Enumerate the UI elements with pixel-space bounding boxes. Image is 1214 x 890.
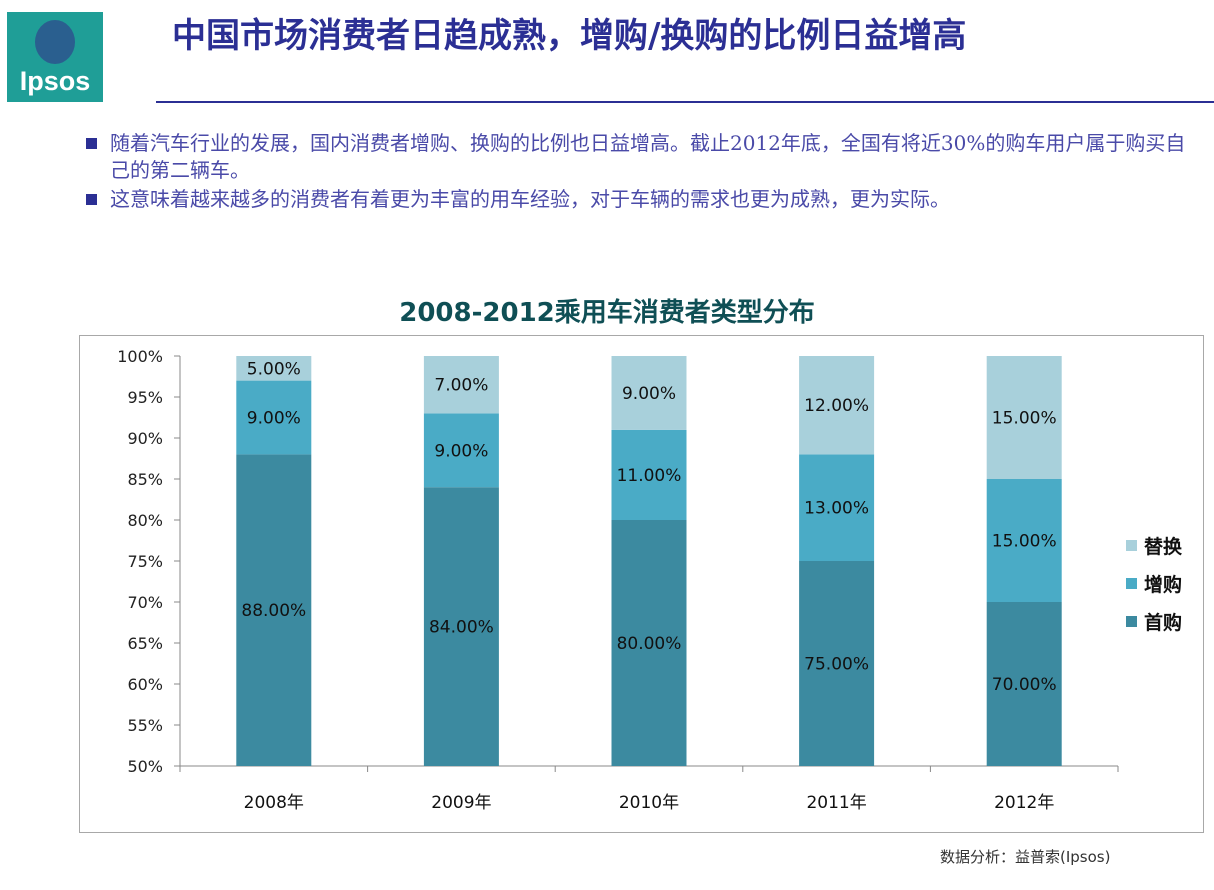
data-label: 75.00% bbox=[804, 655, 869, 675]
bar-segment bbox=[236, 356, 312, 381]
bullet-square-icon bbox=[86, 194, 97, 205]
x-tick-label: 2012年 bbox=[994, 793, 1054, 813]
legend-swatch bbox=[1126, 616, 1137, 627]
y-tick-label: 95% bbox=[127, 388, 163, 407]
bar-segment bbox=[423, 487, 499, 766]
y-tick-label: 70% bbox=[127, 593, 163, 612]
legend-label: 首购 bbox=[1144, 611, 1182, 634]
logo-text: Ipsos bbox=[19, 66, 91, 96]
data-label: 11.00% bbox=[617, 466, 682, 486]
x-tick-label: 2008年 bbox=[244, 793, 304, 813]
bar-segment bbox=[423, 356, 499, 414]
title-divider bbox=[156, 101, 1214, 103]
bar-segment bbox=[986, 479, 1062, 602]
y-tick-label: 100% bbox=[117, 347, 163, 366]
bar-segment bbox=[611, 520, 687, 766]
y-tick-label: 80% bbox=[127, 511, 163, 530]
bullet-list: 随着汽车行业的发展，国内消费者增购、换购的比例也日益增高。截止2012年底，全国… bbox=[86, 130, 1196, 215]
x-tick-label: 2011年 bbox=[806, 793, 866, 813]
y-tick-label: 50% bbox=[127, 757, 163, 776]
ipsos-logo: Ipsos bbox=[7, 12, 103, 102]
bar-segment bbox=[799, 454, 875, 561]
bar-segment bbox=[611, 429, 687, 520]
x-tick-label: 2010年 bbox=[619, 793, 679, 813]
bar-segment bbox=[236, 380, 312, 455]
y-tick-label: 60% bbox=[127, 675, 163, 694]
y-tick-label: 90% bbox=[127, 429, 163, 448]
y-tick-label: 55% bbox=[127, 716, 163, 735]
data-label: 5.00% bbox=[247, 359, 301, 379]
data-label: 9.00% bbox=[434, 441, 488, 461]
bullet-item: 随着汽车行业的发展，国内消费者增购、换购的比例也日益增高。截止2012年底，全国… bbox=[86, 130, 1196, 184]
x-tick-label: 2009年 bbox=[431, 793, 491, 813]
legend-swatch bbox=[1126, 540, 1137, 551]
bar-segment bbox=[423, 413, 499, 488]
bar-segment bbox=[611, 356, 687, 430]
data-label: 13.00% bbox=[804, 499, 869, 519]
data-label: 9.00% bbox=[247, 409, 301, 429]
y-tick-label: 65% bbox=[127, 634, 163, 653]
data-label: 7.00% bbox=[434, 376, 488, 396]
bar-segment bbox=[986, 356, 1062, 479]
page-title: 中国市场消费者日趋成熟，增购/换购的比例日益增高 bbox=[172, 16, 967, 56]
source-note: 数据分析：益普索(Ipsos) bbox=[940, 848, 1111, 866]
bar-segment bbox=[799, 356, 875, 455]
data-label: 88.00% bbox=[241, 601, 306, 621]
data-label: 15.00% bbox=[992, 409, 1057, 429]
bullet-square-icon bbox=[86, 138, 97, 149]
y-tick-label: 75% bbox=[127, 552, 163, 571]
bar-segment bbox=[986, 602, 1062, 766]
chart-frame bbox=[79, 335, 1204, 833]
bullet-text: 随着汽车行业的发展，国内消费者增购、换购的比例也日益增高。截止2012年底，全国… bbox=[110, 131, 1186, 182]
legend-label: 替换 bbox=[1144, 535, 1183, 558]
bar-segment bbox=[799, 561, 875, 766]
data-label: 9.00% bbox=[622, 384, 676, 404]
data-label: 15.00% bbox=[992, 532, 1057, 552]
bar-segment bbox=[236, 454, 312, 766]
data-label: 70.00% bbox=[992, 675, 1057, 695]
legend-label: 增购 bbox=[1144, 573, 1182, 596]
bullet-text: 这意味着越来越多的消费者有着更为丰富的用车经验，对于车辆的需求也更为成熟，更为实… bbox=[110, 187, 950, 211]
logo-head-icon bbox=[35, 20, 75, 64]
data-label: 84.00% bbox=[429, 618, 494, 638]
bullet-item: 这意味着越来越多的消费者有着更为丰富的用车经验，对于车辆的需求也更为成熟，更为实… bbox=[86, 186, 1196, 213]
y-tick-label: 85% bbox=[127, 470, 163, 489]
legend-swatch bbox=[1126, 578, 1137, 589]
data-label: 12.00% bbox=[804, 396, 869, 416]
data-label: 80.00% bbox=[617, 634, 682, 654]
chart-title: 2008-2012乘用车消费者类型分布 bbox=[399, 298, 815, 328]
